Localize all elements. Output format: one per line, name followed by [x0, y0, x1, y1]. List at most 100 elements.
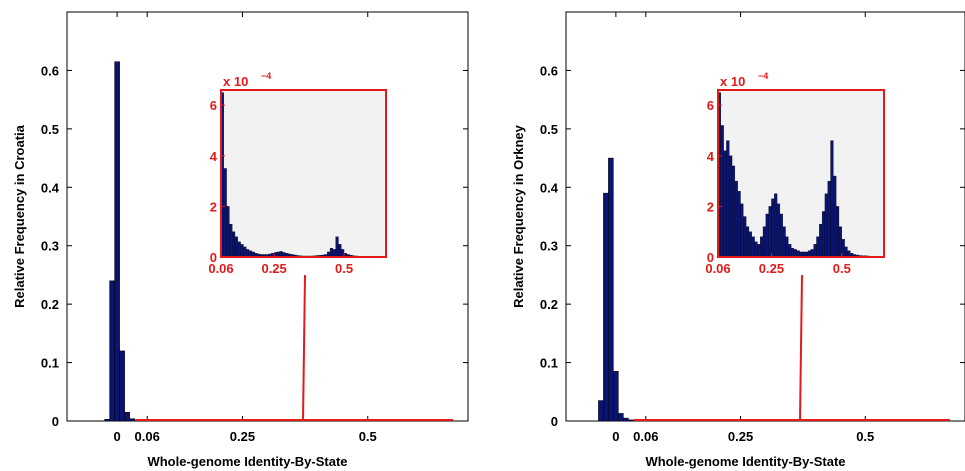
- y-tick-label: 0.4: [540, 180, 559, 195]
- inset-bar: [810, 249, 814, 258]
- inset-x-tick-label: 0.5: [335, 261, 353, 276]
- x-tick-label: 0.5: [856, 429, 874, 444]
- inset-bar: [785, 236, 789, 258]
- inset-x-tick-label: 0.25: [261, 261, 286, 276]
- inset-bar: [782, 226, 786, 258]
- histogram-bar: [109, 280, 115, 422]
- inset-bar: [740, 203, 744, 258]
- histogram-bar: [613, 371, 619, 422]
- inset-bar: [729, 155, 733, 258]
- inset-bar: [737, 191, 741, 258]
- histogram-bar: [603, 192, 609, 422]
- inset-bar: [824, 193, 828, 258]
- y-tick-label: 0.6: [41, 63, 59, 78]
- inset-y-tick-label: 2: [707, 199, 714, 214]
- inset-bar: [757, 244, 761, 258]
- inset-bar: [838, 226, 842, 258]
- inset-bar: [793, 249, 797, 258]
- inset-bar: [229, 223, 233, 258]
- inset-bar: [762, 226, 766, 258]
- x-axis-label: Whole-genome Identity-By-State: [147, 454, 347, 469]
- inset-bar: [234, 236, 238, 258]
- y-tick-label: 0.5: [540, 122, 558, 137]
- inset-bar: [243, 246, 247, 258]
- inset-bar: [760, 236, 764, 258]
- histogram-bar: [119, 350, 125, 422]
- inset-background: [221, 90, 386, 257]
- histogram-bar: [598, 400, 604, 422]
- inset-x-tick-label: 0.5: [833, 261, 851, 276]
- x-axis-label: Whole-genome Identity-By-State: [645, 454, 845, 469]
- inset-bar: [246, 249, 250, 258]
- inset-bar: [768, 206, 772, 258]
- x-tick-label: 0.06: [633, 429, 658, 444]
- x-tick-label: 0: [612, 429, 619, 444]
- inset-bar: [791, 247, 795, 258]
- y-tick-label: 0.1: [540, 356, 558, 371]
- inset-y-tick-label: 6: [210, 98, 217, 113]
- y-axis-label: Relative Frequency in Croatia: [12, 124, 27, 308]
- inset-y-tick-label: 0: [707, 250, 714, 265]
- inset-bar: [771, 198, 775, 258]
- x-tick-label: 0.25: [230, 429, 255, 444]
- y-tick-label: 0: [52, 414, 59, 429]
- y-tick-label: 0.3: [540, 239, 558, 254]
- inset-bar: [827, 180, 831, 258]
- inset-y-tick-label: 0: [210, 250, 217, 265]
- inset-bar: [734, 180, 738, 258]
- inset-bar: [723, 150, 727, 258]
- inset-y-tick-label: 2: [210, 199, 217, 214]
- inset-bar: [329, 247, 334, 258]
- inset-bar: [816, 236, 820, 258]
- y-tick-label: 0.6: [540, 63, 558, 78]
- inset-bar: [226, 206, 230, 258]
- inset-bar: [774, 193, 778, 258]
- histogram-bar: [618, 413, 624, 422]
- x-tick-label: 0.06: [135, 429, 160, 444]
- inset-bar: [830, 140, 834, 258]
- inset-bar: [743, 216, 747, 258]
- inset-bar: [819, 223, 823, 258]
- inset-bar: [836, 206, 840, 258]
- inset-bar: [813, 244, 817, 258]
- inset-x-tick-label: 0.06: [208, 261, 233, 276]
- y-tick-label: 0.3: [41, 239, 59, 254]
- inset-bar: [335, 236, 339, 258]
- inset-bar: [338, 244, 342, 258]
- inset-bar: [232, 231, 236, 258]
- histogram-bar: [628, 419, 634, 422]
- histogram-bar: [104, 418, 110, 422]
- inset-scale-exponent: −4: [261, 71, 271, 81]
- inset-bar: [748, 231, 752, 258]
- inset-x-tick-label: 0.06: [705, 261, 730, 276]
- x-tick-label: 0.25: [728, 429, 753, 444]
- x-tick-label: 0.5: [359, 429, 377, 444]
- histogram-panel-croatia: 00.10.20.30.40.50.60 0.06 0.25 0.5Whole-gen…: [12, 11, 469, 469]
- inset-scale-label: x 10: [720, 74, 745, 89]
- inset-bar: [237, 241, 241, 258]
- inset-bar: [240, 244, 244, 258]
- inset-bar: [765, 213, 769, 258]
- inset-x-tick-label: 0.25: [759, 261, 784, 276]
- y-axis-label: Relative Frequency in Orkney: [511, 124, 526, 308]
- histogram-bar: [608, 157, 614, 422]
- inset-bar: [788, 244, 792, 258]
- histogram-bar: [114, 61, 120, 422]
- inset-connector-line: [302, 274, 306, 422]
- histogram-bar: [124, 411, 130, 422]
- inset-bar: [332, 249, 336, 258]
- inset-bar: [720, 125, 724, 258]
- inset-bar: [731, 165, 736, 258]
- inset-bar: [223, 168, 227, 258]
- y-tick-label: 0.5: [41, 122, 59, 137]
- inset-bar: [779, 213, 783, 258]
- y-tick-label: 0.2: [540, 297, 558, 312]
- inset-scale-label: x 10: [223, 74, 248, 89]
- inset-y-tick-label: 4: [707, 149, 715, 164]
- inset-frame: [220, 89, 387, 258]
- inset-scale-exponent: −4: [758, 71, 768, 81]
- histogram-panel-orkney: 00.10.20.30.40.50.60 0.06 0.25 0.5Whole-gen…: [511, 11, 965, 469]
- inset-bar: [745, 226, 750, 258]
- inset-bar: [776, 203, 781, 258]
